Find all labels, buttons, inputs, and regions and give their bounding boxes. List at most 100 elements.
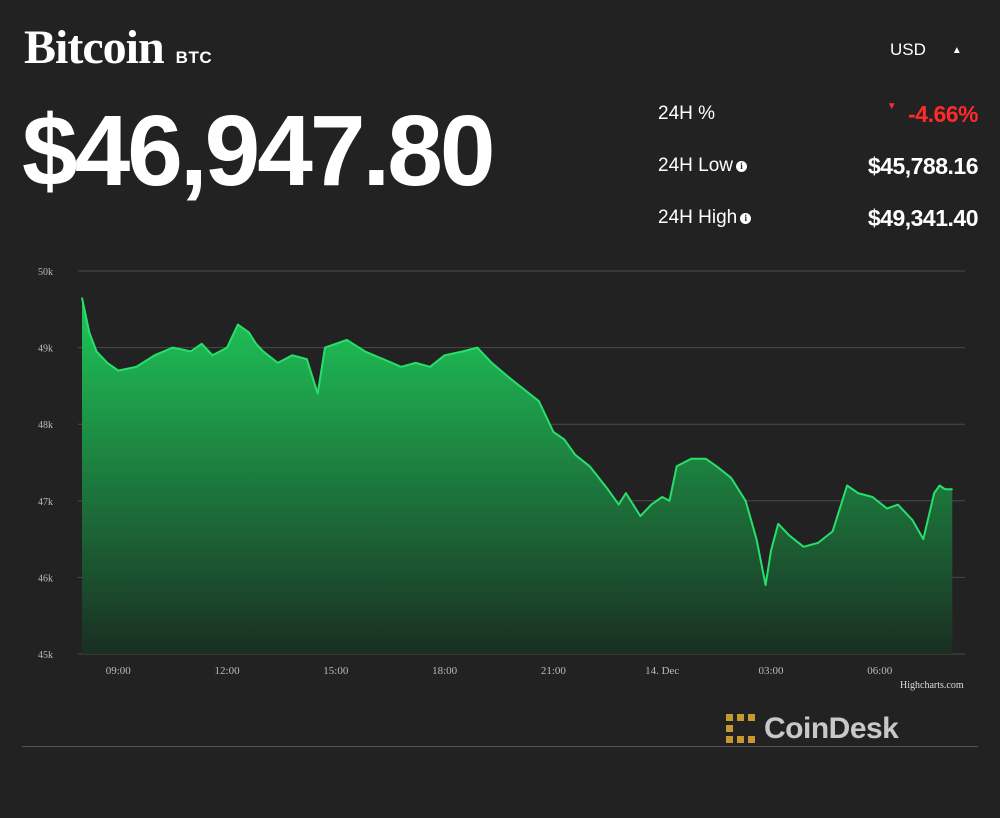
data-point [382, 358, 384, 360]
x-tick-label: 18:00 [432, 665, 458, 677]
y-tick-label: 47k [38, 497, 53, 508]
stat-label-wrap: 24H Low i [658, 155, 747, 177]
data-point [190, 350, 192, 352]
data-point [237, 324, 239, 326]
data-point [135, 366, 137, 368]
asset-title: Bitcoin BTC [24, 22, 212, 74]
data-point [668, 500, 671, 502]
data-point [117, 370, 119, 372]
data-point [730, 477, 732, 479]
data-point [248, 331, 250, 333]
data-point [922, 538, 924, 540]
stat-row-24h-change: 24H % ▼ -4.66% [658, 88, 978, 140]
data-point [88, 331, 90, 333]
data-point [661, 496, 663, 498]
y-tick-label: 46k [38, 573, 53, 584]
data-point [317, 393, 319, 395]
data-point [939, 484, 941, 487]
stat-row-24h-low: 24H Low i $45,788.16 [658, 140, 979, 192]
data-point [444, 354, 446, 356]
data-point [639, 515, 642, 517]
data-point [911, 519, 914, 521]
data-point [415, 362, 417, 364]
down-triangle-icon: ▼ [886, 100, 897, 112]
x-tick-label: 15:00 [323, 665, 349, 677]
coin-name: Bitcoin [24, 21, 165, 74]
data-point [589, 465, 591, 467]
stat-row-24h-high: 24H High i $49,341.40 [658, 192, 979, 244]
currency-selector[interactable]: USD ▲ [890, 40, 962, 60]
data-point [429, 366, 431, 368]
stat-value-24h-change: ▼ -4.66% [886, 100, 979, 128]
data-point [803, 546, 805, 548]
data-point [625, 492, 627, 494]
y-tick-label: 45k [38, 650, 53, 661]
data-point [201, 343, 203, 345]
data-point [886, 507, 888, 510]
data-point [690, 458, 692, 460]
data-point [262, 350, 264, 352]
data-point [770, 550, 772, 552]
stat-value-text: -4.66% [908, 100, 978, 127]
data-point [491, 362, 493, 364]
data-point [745, 500, 747, 502]
data-point [618, 504, 620, 506]
info-icon[interactable]: i [736, 160, 747, 172]
data-point [538, 400, 540, 402]
chart-credit[interactable]: Highcharts.com [900, 680, 964, 691]
data-point [509, 377, 511, 379]
data-point [400, 366, 402, 368]
y-tick-label: 50k [38, 267, 53, 278]
data-point [153, 354, 156, 356]
x-tick-label: 03:00 [758, 665, 784, 677]
data-point [676, 465, 678, 467]
x-tick-label: 06:00 [867, 665, 893, 677]
data-point [563, 438, 565, 441]
data-point [846, 484, 848, 487]
data-point [81, 297, 83, 299]
data-point [607, 488, 609, 490]
data-point [650, 504, 652, 506]
data-point [951, 488, 953, 490]
data-point [755, 538, 758, 540]
data-point [364, 350, 366, 352]
stat-label: 24H % [658, 103, 716, 124]
caret-up-icon: ▲ [951, 44, 962, 56]
data-point [933, 492, 935, 494]
current-price: $46,947.80 [22, 95, 495, 207]
stats-panel: 24H % ▼ -4.66% 24H Low i $45,788.16 24H … [658, 88, 979, 244]
data-point [574, 454, 576, 456]
data-point [871, 496, 874, 498]
data-point [832, 530, 834, 532]
price-chart[interactable]: 50k 49k 48k 47k 46k 45k 09:00 12:00 15:00 18:00 2… [0, 255, 1000, 695]
x-tick-label: 09:00 [106, 665, 132, 677]
data-point [277, 362, 279, 364]
data-point [306, 358, 308, 360]
brand-name: CoinDesk [764, 712, 899, 745]
data-point [346, 339, 348, 341]
data-point [944, 488, 946, 490]
data-point [523, 389, 526, 391]
x-tick-label: 12:00 [215, 665, 241, 677]
data-point [335, 343, 337, 345]
coindesk-logo-icon [726, 714, 755, 743]
info-icon[interactable]: i [740, 212, 752, 224]
data-point [255, 343, 257, 345]
y-tick-label: 48k [38, 420, 53, 431]
data-point [291, 354, 293, 356]
data-point [705, 458, 707, 460]
data-point [897, 504, 899, 506]
data-point [106, 362, 108, 364]
data-point [788, 534, 790, 536]
stat-value-24h-low: $45,788.16 [867, 152, 979, 179]
data-point [476, 347, 478, 349]
x-tick-label: 21:00 [541, 665, 567, 677]
x-tick-label: 14. Dec [645, 665, 679, 677]
data-point [857, 492, 859, 494]
data-point [765, 584, 767, 586]
data-point [552, 431, 555, 433]
stat-label: 24H Low [658, 155, 733, 176]
data-point [172, 347, 174, 349]
data-point [226, 347, 228, 349]
coin-symbol: BTC [175, 48, 213, 67]
